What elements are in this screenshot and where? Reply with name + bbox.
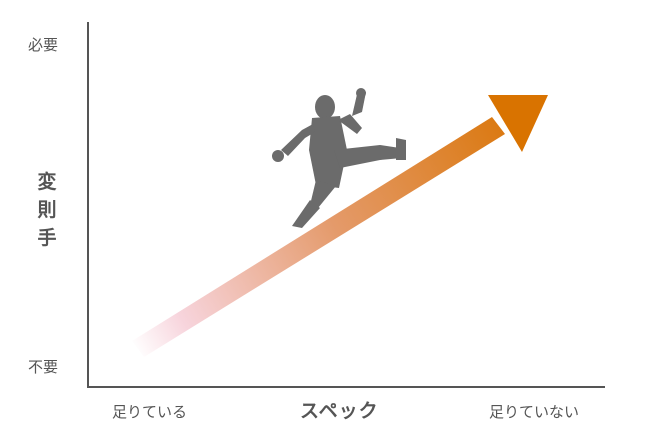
running-businessman-icon bbox=[272, 88, 406, 228]
y-axis-title-char: 手 bbox=[37, 227, 57, 249]
x-axis-left-label: 足りている bbox=[112, 403, 188, 421]
y-axis-title: 変 則 手 bbox=[35, 168, 59, 252]
y-axis-bottom-label: 不要 bbox=[28, 358, 59, 376]
x-axis-title: スペック bbox=[300, 400, 379, 422]
y-axis-top-label: 必要 bbox=[28, 36, 59, 54]
x-axis-right-label: 足りていない bbox=[489, 403, 580, 421]
y-axis-title-char: 変 bbox=[37, 171, 57, 193]
rising-arrow bbox=[132, 95, 548, 357]
y-axis-title-char: 則 bbox=[37, 199, 57, 221]
